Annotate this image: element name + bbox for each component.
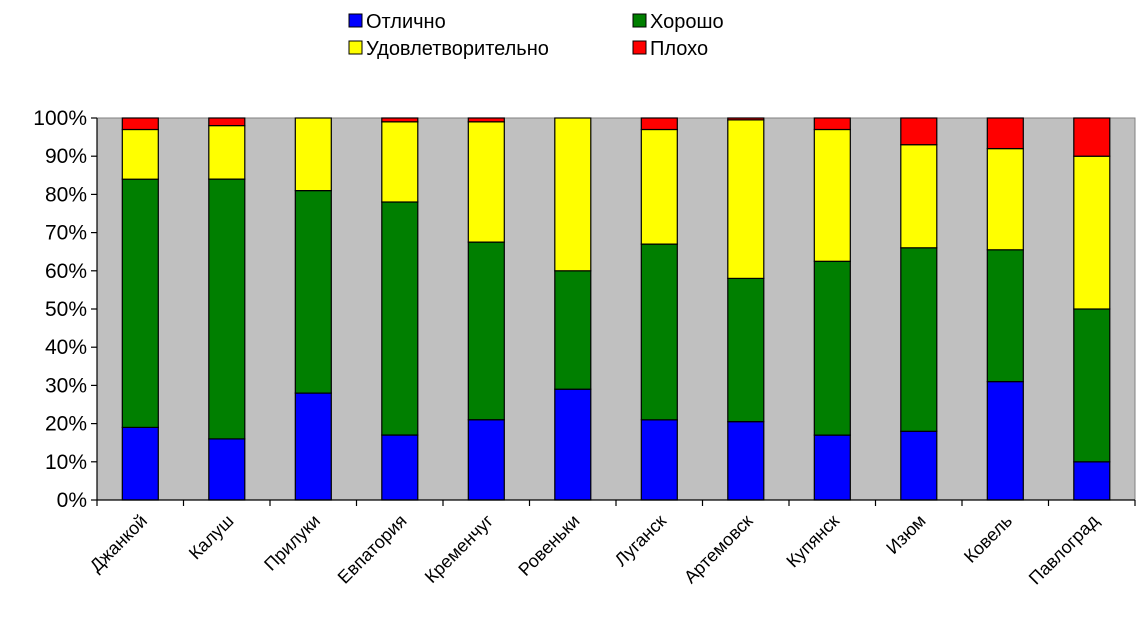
legend-swatch: [348, 13, 363, 28]
bar-segment: [208, 438, 246, 501]
x-axis: Джанкой Калуш Прилуки Евпатория Кременчуг Ров…: [86, 499, 1136, 588]
legend-label: Плохо: [650, 38, 708, 60]
x-tick-label: Артемовск: [680, 511, 757, 588]
bars: [121, 117, 1111, 501]
bar-segment: [294, 190, 332, 394]
x-tick-label: Прилуки: [260, 511, 324, 575]
legend-swatch: [632, 13, 647, 28]
bar-segment: [121, 117, 159, 131]
y-tick-label: 30%: [45, 374, 87, 397]
bar-segment: [1073, 117, 1111, 157]
bar-segment: [813, 128, 851, 262]
bar-segment: [208, 124, 246, 180]
bar-segment: [640, 128, 678, 245]
x-tick-label: Павлоград: [1025, 510, 1103, 588]
y-axis: 0% 10% 20% 30% 40% 50% 60% 70% 80% 90% 100%: [33, 107, 98, 512]
bar-segment: [813, 434, 851, 501]
bar-segment: [1073, 461, 1111, 501]
bar-segment: [640, 419, 678, 501]
bar-segment: [554, 388, 592, 501]
bar-segment: [1073, 155, 1111, 310]
y-tick-label: 80%: [45, 183, 87, 206]
bar-segment: [986, 148, 1024, 251]
bar-segment: [727, 421, 765, 501]
bar-segment: [900, 430, 938, 501]
bar-segment: [467, 419, 505, 501]
x-tick-label: Евпатория: [334, 511, 411, 588]
bar-segment: [900, 247, 938, 432]
bar-segment: [381, 117, 419, 123]
bar-segment: [381, 121, 419, 203]
bar-segment: [208, 117, 246, 127]
bar-segment: [640, 117, 678, 131]
legend-label: Хорошо: [650, 11, 724, 33]
legend-swatch: [348, 40, 363, 55]
bar-segment: [121, 178, 159, 429]
legend-label: Отлично: [366, 11, 446, 33]
bar-segment: [813, 117, 851, 131]
y-tick-label: 10%: [45, 451, 87, 474]
x-tick-label: Ковель: [960, 511, 1016, 567]
x-tick-label: Калуш: [185, 511, 238, 564]
bar-segment: [986, 381, 1024, 501]
bar-segment: [208, 178, 246, 440]
bar-segment: [727, 119, 765, 280]
bar-segment: [381, 201, 419, 436]
bar-segment: [467, 117, 505, 123]
x-tick-label: Джанкой: [86, 511, 151, 576]
legend: Отлично Хорошо Удовлетворительно Плохо: [348, 11, 724, 60]
bar-segment: [727, 117, 765, 121]
x-tick-label: Кременчуг: [421, 510, 498, 587]
x-tick-label: Купянск: [782, 511, 843, 572]
legend-swatch: [632, 40, 647, 55]
bar-segment: [121, 128, 159, 180]
bar-segment: [986, 249, 1024, 383]
y-tick-label: 0%: [57, 489, 87, 512]
bar-segment: [294, 392, 332, 501]
bar-segment: [554, 117, 592, 272]
bar-segment: [121, 426, 159, 501]
y-tick-label: 60%: [45, 260, 87, 283]
legend-label: Удовлетворительно: [366, 38, 549, 60]
bar-segment: [640, 243, 678, 421]
y-tick-label: 90%: [45, 145, 87, 168]
bar-segment: [727, 277, 765, 423]
y-tick-label: 20%: [45, 413, 87, 436]
bar-segment: [986, 117, 1024, 150]
y-tick-label: 100%: [33, 107, 87, 130]
x-tick-label: Ровеньки: [514, 511, 583, 580]
plot-area: [96, 117, 1136, 501]
bar-segment: [813, 260, 851, 436]
bar-segment: [900, 117, 938, 146]
bar-segment: [554, 270, 592, 390]
x-tick-label: Изюм: [882, 511, 929, 558]
y-tick-label: 70%: [45, 222, 87, 245]
y-tick-label: 40%: [45, 336, 87, 359]
x-tick-label: Луганск: [611, 511, 670, 570]
bar-segment: [467, 121, 505, 243]
bar-segment: [1073, 308, 1111, 463]
bar-segment: [381, 434, 419, 501]
bar-segment: [294, 117, 332, 192]
bar-segment: [467, 241, 505, 421]
bar-segment: [900, 144, 938, 249]
y-tick-label: 50%: [45, 298, 87, 321]
